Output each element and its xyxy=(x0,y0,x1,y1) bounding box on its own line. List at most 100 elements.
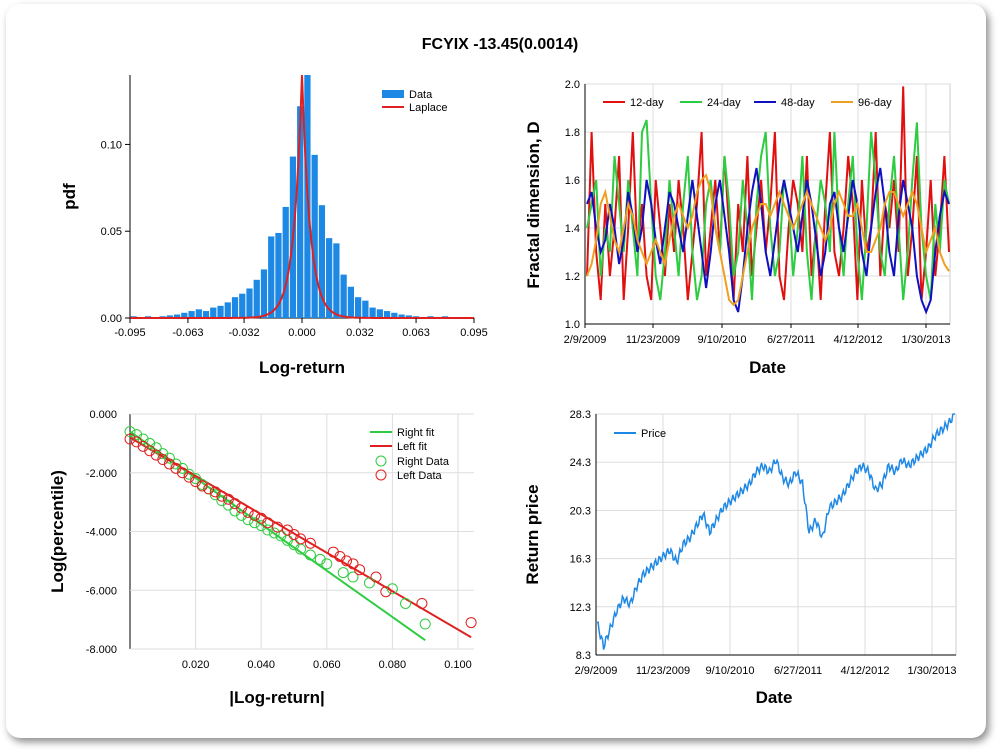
histogram-panel: -0.095 -0.063 -0.032 0.000 0.032 0.063 0.095 0.… xyxy=(60,74,488,377)
x-tick-label: 0.040 xyxy=(247,659,275,671)
y-tick-label: 0.05 xyxy=(101,226,122,238)
series-line-48-day xyxy=(586,167,950,315)
left-data-point xyxy=(304,537,316,549)
x-tick-label: -0.032 xyxy=(228,327,259,339)
legend-label: Left Data xyxy=(397,470,443,482)
histogram-bar xyxy=(181,312,188,318)
y-tick-label: 1.6 xyxy=(565,175,580,187)
y-tick-label: 1.0 xyxy=(565,319,580,331)
left-data-point xyxy=(347,558,359,570)
y-tick-label: 2.0 xyxy=(565,79,580,91)
histogram-bar xyxy=(188,311,195,318)
legend-swatch-left-data xyxy=(375,469,387,481)
right-data-point xyxy=(150,442,162,454)
x-axis-label: Log-return xyxy=(259,358,345,377)
x-tick-label: 1/30/2013 xyxy=(902,334,951,346)
histogram-bar xyxy=(268,236,275,318)
left-data-point xyxy=(340,555,352,567)
laplace-fit-line xyxy=(130,74,474,319)
histogram-bar xyxy=(253,279,260,318)
y-tick-label: 24.3 xyxy=(570,457,591,469)
y-tick-label: 8.3 xyxy=(576,650,591,662)
left-data-point xyxy=(124,433,136,445)
x-tick-label: 0.032 xyxy=(346,327,374,339)
y-tick-label: 1.2 xyxy=(565,271,580,283)
histogram-bar xyxy=(326,238,333,318)
histogram-bar xyxy=(231,297,239,318)
x-tick-label: 6/27/2011 xyxy=(774,665,822,677)
left-data-point xyxy=(242,506,254,518)
y-tick-label: 20.3 xyxy=(570,505,591,517)
price-panel: 2/9/2009 11/23/2009 9/10/2010 6/27/2011 4/12… xyxy=(523,409,957,707)
y-axis-label: Return price xyxy=(523,484,542,584)
histogram-bar xyxy=(347,286,355,318)
histogram-bar xyxy=(217,305,224,318)
x-tick-label: 2/9/2009 xyxy=(575,665,618,677)
legend-label-laplace: Laplace xyxy=(409,102,448,114)
histogram-bar xyxy=(355,297,362,318)
left-data-point xyxy=(262,517,274,529)
x-tick-label: 9/10/2010 xyxy=(706,665,755,677)
histogram-bar xyxy=(405,315,412,318)
histogram-bar xyxy=(383,311,391,318)
histogram-bar xyxy=(166,315,173,318)
histogram-bar xyxy=(311,154,318,318)
histogram-bar xyxy=(318,205,326,318)
right-data-point xyxy=(337,567,349,579)
chart-title: FCYIX -13.45(0.0014) xyxy=(422,36,579,53)
y-tick-label: 28.3 xyxy=(570,409,591,421)
histogram-bar xyxy=(376,309,383,318)
plot-area xyxy=(595,413,957,656)
histogram-bar xyxy=(173,314,181,318)
x-tick-label: 4/12/2012 xyxy=(834,334,883,346)
x-tick-label: 9/10/2010 xyxy=(698,334,747,346)
y-tick-label: 0.000 xyxy=(89,409,117,421)
right-data-point xyxy=(386,583,398,595)
left-data-point xyxy=(249,509,261,521)
right-data-point xyxy=(304,549,316,561)
x-tick-label: 0.060 xyxy=(313,659,341,671)
right-data-point xyxy=(222,499,234,511)
histogram-bar xyxy=(391,312,398,318)
histogram-bar xyxy=(282,206,289,318)
x-tick-label: 2/9/2009 xyxy=(564,334,607,346)
legend-label: 96-day xyxy=(858,97,892,109)
x-axis-label: Date xyxy=(749,358,786,377)
left-data-point xyxy=(354,564,366,576)
x-tick-label: 11/23/2009 xyxy=(636,665,690,677)
right-data-point xyxy=(268,527,280,539)
tail-fit-panel: 0.020 0.040 0.060 0.080 0.100 0.000 -2.000 -4.0… xyxy=(48,409,477,707)
x-tick-label: 1/30/2013 xyxy=(908,665,957,677)
histogram-bar xyxy=(297,106,304,318)
right-data-point xyxy=(176,462,188,474)
legend-label: 24-day xyxy=(707,97,741,109)
right-data-point xyxy=(363,577,375,589)
x-tick-label: 0.063 xyxy=(402,327,430,339)
y-axis-label: pdf xyxy=(60,183,79,210)
left-data-point xyxy=(196,480,208,492)
x-tick-label: 0.000 xyxy=(288,327,316,339)
x-tick-label: 4/12/2012 xyxy=(841,665,890,677)
right-data-point xyxy=(124,426,136,438)
x-tick-label: 0.100 xyxy=(444,659,472,671)
legend-label: 48-day xyxy=(781,97,815,109)
histogram-bar xyxy=(224,302,231,318)
legend-label: Right fit xyxy=(397,427,434,439)
left-data-point xyxy=(380,586,392,598)
x-tick-label: -0.063 xyxy=(172,327,203,339)
legend-label: Right Data xyxy=(397,456,450,468)
left-data-point xyxy=(416,597,428,609)
right-data-point xyxy=(419,618,431,630)
legend-label-data: Data xyxy=(409,89,433,101)
x-tick-label: 0.095 xyxy=(460,327,488,339)
histogram-bar xyxy=(398,314,405,318)
y-tick-label: 0.00 xyxy=(101,313,122,325)
left-data-point xyxy=(295,533,307,545)
histogram-bar xyxy=(210,307,217,318)
x-tick-label: 6/27/2011 xyxy=(767,334,815,346)
series-line-96-day xyxy=(586,173,950,307)
x-axis-label: Date xyxy=(756,688,793,707)
x-tick-label: 11/23/2009 xyxy=(626,334,680,346)
y-tick-label: -8.000 xyxy=(86,644,117,656)
